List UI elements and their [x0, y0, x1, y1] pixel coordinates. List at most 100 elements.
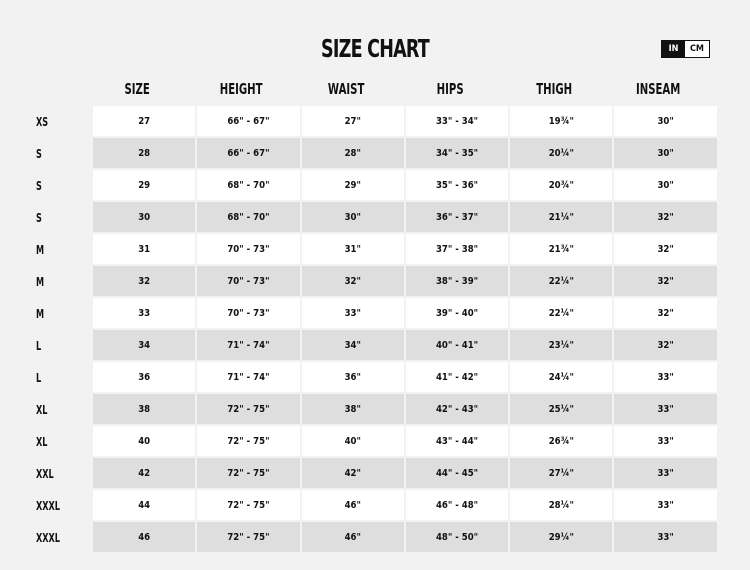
size-label: S [36, 211, 42, 225]
table-cell: 27¼" [510, 458, 613, 488]
table-row: L 34 71" - 74" 34" 40" - 41" 23¼" 32" [30, 330, 719, 362]
table-cell: 30" [614, 170, 717, 200]
table-row: S 29 68" - 70" 29" 35" - 36" 20¾" 30" [30, 170, 719, 202]
size-label: XL [36, 435, 48, 449]
table-cell: 33" [614, 394, 717, 424]
table-cell: 36 [93, 362, 196, 392]
table-cell: 32" [301, 266, 404, 296]
table-cell: 21¾" [510, 234, 613, 264]
table-cell: 28 [93, 138, 196, 168]
unit-in-button[interactable]: IN [662, 41, 685, 57]
size-label: S [36, 179, 42, 193]
size-label: XS [36, 115, 49, 129]
table-cell: 40 [93, 426, 196, 456]
table-cell: 44" - 45" [405, 458, 509, 488]
table-row: M 33 70" - 73" 33" 39" - 40" 22¼" 32" [30, 298, 719, 330]
table-cell: 42" [301, 458, 404, 488]
column-header: SIZE [124, 80, 150, 98]
table-cell: 72" - 75" [197, 394, 300, 424]
page-title: SIZE CHART [321, 34, 430, 63]
table-cell: 28" [301, 138, 404, 168]
table-cell: 37" - 38" [405, 234, 509, 264]
table-cell: 72" - 75" [197, 458, 300, 488]
table-cell: 22¼" [510, 298, 613, 328]
column-header: WAIST [327, 80, 364, 98]
table-cell: 46" [301, 522, 404, 552]
size-label: L [36, 339, 42, 353]
table-cell: 41" - 42" [405, 362, 509, 392]
column-header: THIGH [536, 80, 573, 98]
column-header: HIPS [436, 80, 464, 98]
table-cell: 21¼" [510, 202, 613, 232]
unit-cm-button[interactable]: CM [685, 41, 709, 57]
table-cell: 32" [614, 234, 717, 264]
table-cell: 32" [614, 298, 717, 328]
table-cell: 42" - 43" [405, 394, 509, 424]
table-cell: 38 [93, 394, 196, 424]
table-cell: 33" [614, 458, 717, 488]
table-cell: 38" - 39" [405, 266, 509, 296]
table-cell: 36" [301, 362, 404, 392]
table-cell: 33" - 34" [405, 106, 509, 136]
table-cell: 46 [93, 522, 196, 552]
size-label: M [36, 307, 45, 321]
size-label: M [36, 243, 45, 257]
table-cell: 33 [93, 298, 196, 328]
table-cell: 19¾" [510, 106, 613, 136]
table-cell: 23¼" [510, 330, 613, 360]
table-cell: 70" - 73" [197, 234, 300, 264]
table-cell: 33" [614, 426, 717, 456]
table-cell: 34" [301, 330, 404, 360]
table-cell: 34" - 35" [405, 138, 509, 168]
table-cell: 27" [301, 106, 404, 136]
table-cell: 30" [301, 202, 404, 232]
table-cell: 30" [614, 138, 717, 168]
table-cell: 29 [93, 170, 196, 200]
table-cell: 66" - 67" [197, 138, 300, 168]
column-header: HEIGHT [220, 80, 263, 98]
table-row: L 36 71" - 74" 36" 41" - 42" 24¼" 33" [30, 362, 719, 394]
table-cell: 33" [614, 522, 717, 552]
table-cell: 32" [614, 266, 717, 296]
column-header: INSEAM [636, 80, 681, 98]
table-header: SIZE HEIGHT WAIST HIPS THIGH INSEAM [85, 80, 711, 98]
table-cell: 38" [301, 394, 404, 424]
table-cell: 42 [93, 458, 196, 488]
size-label: XXXL [36, 499, 60, 513]
table-cell: 71" - 74" [197, 362, 300, 392]
table-cell: 20¾" [510, 170, 613, 200]
table-cell: 31 [93, 234, 196, 264]
table-cell: 34 [93, 330, 196, 360]
table-cell: 30" [614, 106, 717, 136]
table-cell: 39" - 40" [405, 298, 509, 328]
table-cell: 48" - 50" [405, 522, 509, 552]
table-cell: 43" - 44" [405, 426, 509, 456]
size-label: M [36, 275, 45, 289]
table-cell: 70" - 73" [197, 298, 300, 328]
table-cell: 35" - 36" [405, 170, 509, 200]
table-row: XXXL 46 72" - 75" 46" 48" - 50" 29¼" 33" [30, 522, 719, 554]
table-row: M 31 70" - 73" 31" 37" - 38" 21¾" 32" [30, 234, 719, 266]
table-cell: 70" - 73" [197, 266, 300, 296]
table-cell: 30 [93, 202, 196, 232]
table-cell: 46" [301, 490, 404, 520]
table-cell: 40" - 41" [405, 330, 509, 360]
table-cell: 32 [93, 266, 196, 296]
table-cell: 25¼" [510, 394, 613, 424]
table-cell: 72" - 75" [197, 426, 300, 456]
table-row: XXXL 44 72" - 75" 46" 46" - 48" 28¼" 33" [30, 490, 719, 522]
table-cell: 24¼" [510, 362, 613, 392]
table-row: M 32 70" - 73" 32" 38" - 39" 22¼" 32" [30, 266, 719, 298]
unit-toggle[interactable]: IN CM [661, 40, 710, 58]
table-cell: 72" - 75" [197, 490, 300, 520]
table-cell: 22¼" [510, 266, 613, 296]
table-row: XXL 42 72" - 75" 42" 44" - 45" 27¼" 33" [30, 458, 719, 490]
table-cell: 33" [614, 362, 717, 392]
table-cell: 68" - 70" [197, 170, 300, 200]
table-cell: 26¾" [510, 426, 613, 456]
table-row: XL 38 72" - 75" 38" 42" - 43" 25¼" 33" [30, 394, 719, 426]
table-cell: 20¼" [510, 138, 613, 168]
table-row: S 30 68" - 70" 30" 36" - 37" 21¼" 32" [30, 202, 719, 234]
table-cell: 33" [301, 298, 404, 328]
table-cell: 40" [301, 426, 404, 456]
